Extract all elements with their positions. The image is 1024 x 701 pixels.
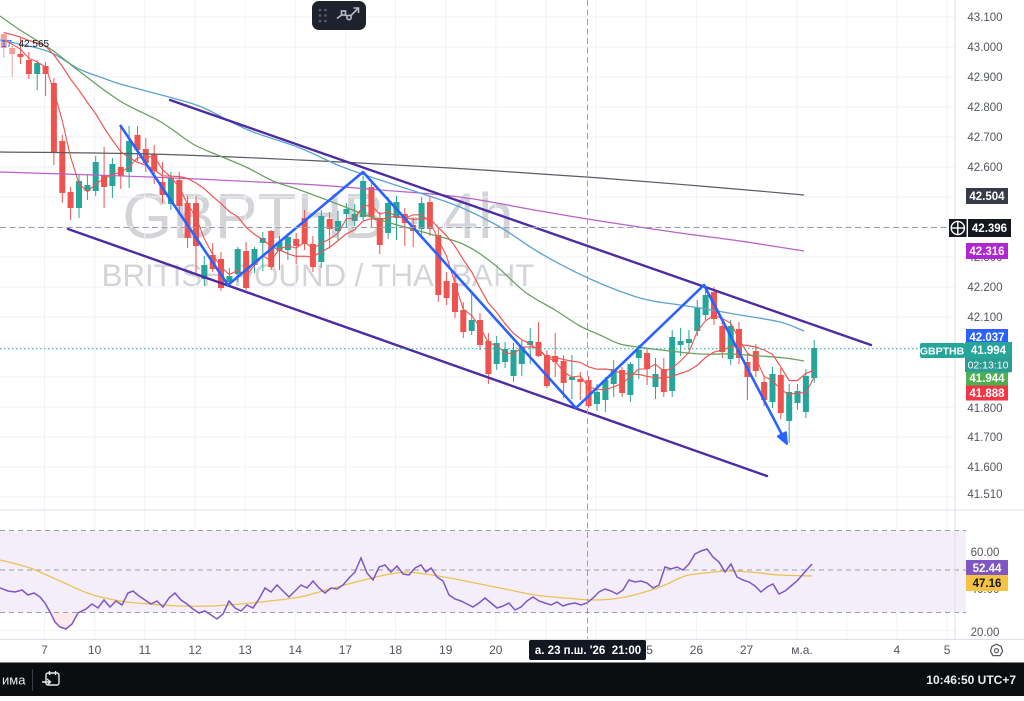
svg-text:14: 14 <box>289 643 303 657</box>
svg-text:42.900: 42.900 <box>967 72 1002 84</box>
svg-text:42.396: 42.396 <box>972 223 1007 235</box>
svg-text:42.700: 42.700 <box>967 132 1002 144</box>
svg-text:60.00: 60.00 <box>971 547 1000 559</box>
svg-text:02:13:10: 02:13:10 <box>968 360 1009 372</box>
svg-text:42.100: 42.100 <box>967 312 1002 324</box>
svg-text:а. 23 п.ш. '26 21:00: а. 23 п.ш. '26 21:00 <box>535 645 641 657</box>
svg-text:10:46:50 UTC+7: 10:46:50 UTC+7 <box>926 673 1016 687</box>
svg-text:41.994: 41.994 <box>971 345 1007 357</box>
svg-text:41.800: 41.800 <box>967 403 1002 415</box>
svg-text:GBPTHB: GBPTHB <box>920 346 965 358</box>
svg-text:41.944: 41.944 <box>969 373 1005 385</box>
svg-text:41.600: 41.600 <box>967 462 1002 474</box>
svg-text:17: 17 <box>1 39 13 50</box>
svg-text:42.600: 42.600 <box>967 162 1002 174</box>
svg-text:19: 19 <box>439 643 453 657</box>
svg-text:42.504: 42.504 <box>969 191 1005 203</box>
svg-text:10: 10 <box>88 643 102 657</box>
svg-text:12: 12 <box>188 643 202 657</box>
svg-text:41.888: 41.888 <box>969 388 1005 400</box>
svg-text:47.16: 47.16 <box>973 578 1002 590</box>
svg-text:17: 17 <box>339 643 353 657</box>
svg-text:52.44: 52.44 <box>973 563 1002 575</box>
svg-text:7: 7 <box>41 643 48 657</box>
svg-text:42.800: 42.800 <box>967 102 1002 114</box>
svg-text:27: 27 <box>740 643 754 657</box>
svg-text:11: 11 <box>139 643 152 657</box>
svg-text:41.700: 41.700 <box>967 432 1002 444</box>
svg-text:26: 26 <box>690 643 704 657</box>
svg-text:42.200: 42.200 <box>967 282 1002 294</box>
svg-text:42.565: 42.565 <box>19 39 50 50</box>
svg-text:41.510: 41.510 <box>967 489 1002 501</box>
svg-text:42.037: 42.037 <box>969 332 1004 344</box>
svg-text:43.000: 43.000 <box>967 42 1002 54</box>
svg-text:има: има <box>2 673 26 688</box>
svg-text:4: 4 <box>894 643 901 657</box>
svg-text:20.00: 20.00 <box>971 627 1000 639</box>
svg-text:43.100: 43.100 <box>967 12 1002 24</box>
svg-text:18: 18 <box>389 643 403 657</box>
svg-text:м.а.: м.а. <box>791 643 813 657</box>
svg-text:13: 13 <box>238 643 252 657</box>
svg-text:5: 5 <box>944 643 951 657</box>
svg-text:20: 20 <box>489 643 503 657</box>
svg-text:42.316: 42.316 <box>969 246 1004 258</box>
